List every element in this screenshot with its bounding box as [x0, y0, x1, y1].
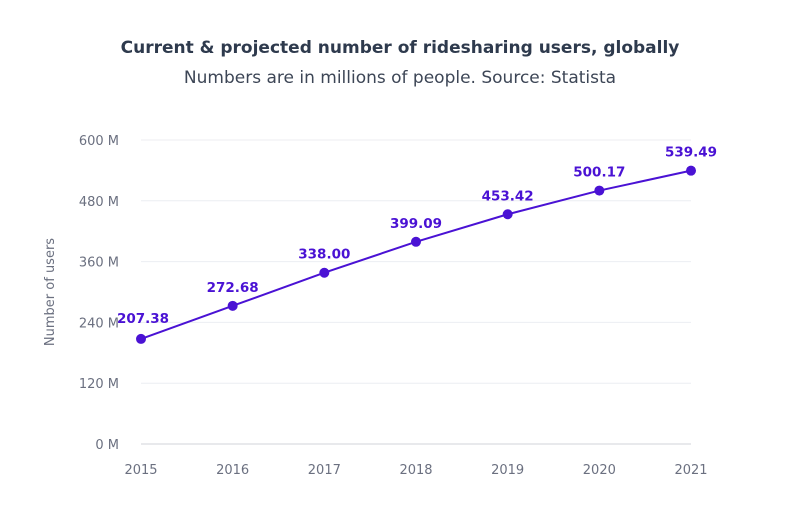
data-point	[319, 267, 330, 278]
data-label: 453.42	[482, 188, 534, 204]
y-tick-label: 600 M	[79, 134, 119, 149]
data-point	[686, 165, 696, 176]
data-label: 272.68	[207, 280, 259, 296]
y-tick-label: 480 M	[79, 195, 119, 210]
y-tick-label: 240 M	[79, 316, 119, 331]
x-tick-label: 2015	[124, 463, 157, 478]
y-tick-label: 360 M	[79, 256, 119, 271]
data-point	[136, 333, 146, 344]
y-tick-label: 120 M	[79, 377, 119, 392]
x-tick-label: 2021	[674, 463, 707, 478]
data-point	[227, 300, 238, 311]
data-point	[594, 185, 605, 196]
x-tick-label: 2019	[491, 463, 524, 478]
x-tick-label: 2020	[583, 463, 616, 478]
series-line	[140, 169, 692, 340]
data-label: 539.49	[665, 145, 717, 161]
data-point	[411, 236, 421, 247]
chart-subtitle: Numbers are in millions of people. Sourc…	[183, 68, 617, 88]
data-point	[502, 209, 513, 220]
x-tick-label: 2016	[216, 463, 249, 478]
x-tick-label: 2018	[399, 463, 432, 478]
data-label: 500.17	[573, 165, 625, 181]
data-label: 338.00	[298, 247, 350, 263]
y-axis-label: Number of users	[43, 238, 58, 346]
chart-title: Current & projected number of ridesharin…	[120, 38, 680, 58]
data-label: 399.09	[390, 216, 442, 232]
data-label: 207.38	[117, 311, 169, 327]
x-tick-label: 2017	[308, 463, 341, 478]
y-tick-label: 0 M	[95, 438, 119, 453]
